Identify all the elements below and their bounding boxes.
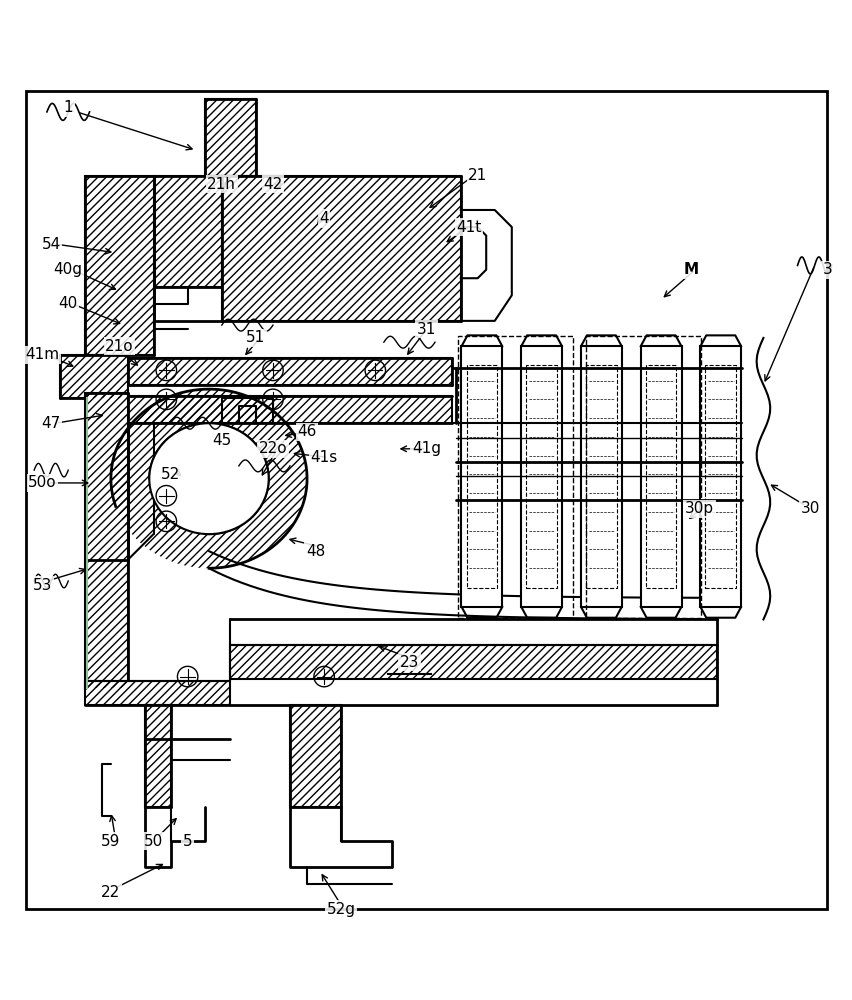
Text: 21h: 21h [207, 177, 236, 192]
Text: 48: 48 [306, 544, 325, 559]
Bar [153, 176, 222, 287]
Text: 51: 51 [246, 330, 265, 345]
Bar [85, 681, 230, 705]
Bar [145, 705, 170, 807]
Text: 22: 22 [101, 885, 120, 900]
Bar [458, 336, 573, 618]
Bar [204, 99, 256, 176]
Bar [230, 645, 716, 679]
Text: 3: 3 [821, 262, 832, 277]
Ellipse shape [149, 423, 268, 534]
Text: 45: 45 [212, 433, 231, 448]
Bar [222, 176, 460, 321]
Bar [580, 346, 621, 607]
Text: 31: 31 [417, 322, 435, 337]
Text: M: M [682, 262, 698, 277]
Bar [60, 355, 128, 398]
Bar [640, 346, 681, 607]
Text: 41t: 41t [456, 220, 481, 235]
Bar [60, 355, 128, 398]
Text: 41m: 41m [26, 347, 60, 362]
Bar [290, 705, 341, 807]
Text: 46: 46 [297, 424, 316, 439]
Bar [585, 365, 616, 588]
Text: 22o: 22o [258, 441, 287, 456]
Text: 47: 47 [42, 416, 60, 431]
Text: 52: 52 [161, 467, 180, 482]
Bar [204, 99, 256, 176]
Bar [85, 393, 128, 688]
Bar [585, 336, 700, 618]
Text: 53: 53 [33, 578, 52, 593]
Bar [85, 393, 128, 688]
Text: 21o: 21o [105, 339, 134, 354]
Text: 52g: 52g [326, 902, 355, 917]
Text: 40g: 40g [54, 262, 83, 277]
Bar [128, 396, 452, 423]
Text: 1: 1 [63, 100, 73, 115]
Bar [128, 358, 452, 385]
Text: 30: 30 [800, 501, 819, 516]
Text: 54: 54 [42, 237, 60, 252]
Bar [85, 176, 153, 355]
Text: 41g: 41g [412, 441, 440, 456]
Bar [230, 645, 716, 679]
Bar [128, 396, 452, 423]
Bar [521, 346, 561, 607]
Bar [222, 176, 460, 321]
Bar [526, 365, 556, 588]
Bar [290, 705, 341, 807]
Text: 40: 40 [59, 296, 78, 311]
Text: 4: 4 [319, 211, 329, 226]
Bar [145, 705, 170, 807]
Text: 42: 42 [263, 177, 282, 192]
Bar [645, 365, 676, 588]
Text: 41s: 41s [310, 450, 337, 465]
Text: 50: 50 [144, 834, 163, 849]
Bar [699, 346, 740, 607]
Bar [466, 365, 497, 588]
Bar [705, 365, 735, 588]
Text: 30p: 30p [684, 501, 713, 516]
Bar [85, 176, 153, 355]
Bar [461, 346, 502, 607]
Bar [85, 681, 230, 705]
Text: 59: 59 [101, 834, 120, 849]
Text: 50o: 50o [28, 475, 57, 490]
Text: 21: 21 [468, 168, 486, 183]
Bar [128, 358, 452, 385]
Text: 5: 5 [182, 834, 193, 849]
Bar [153, 176, 222, 287]
Text: 23: 23 [400, 655, 418, 670]
